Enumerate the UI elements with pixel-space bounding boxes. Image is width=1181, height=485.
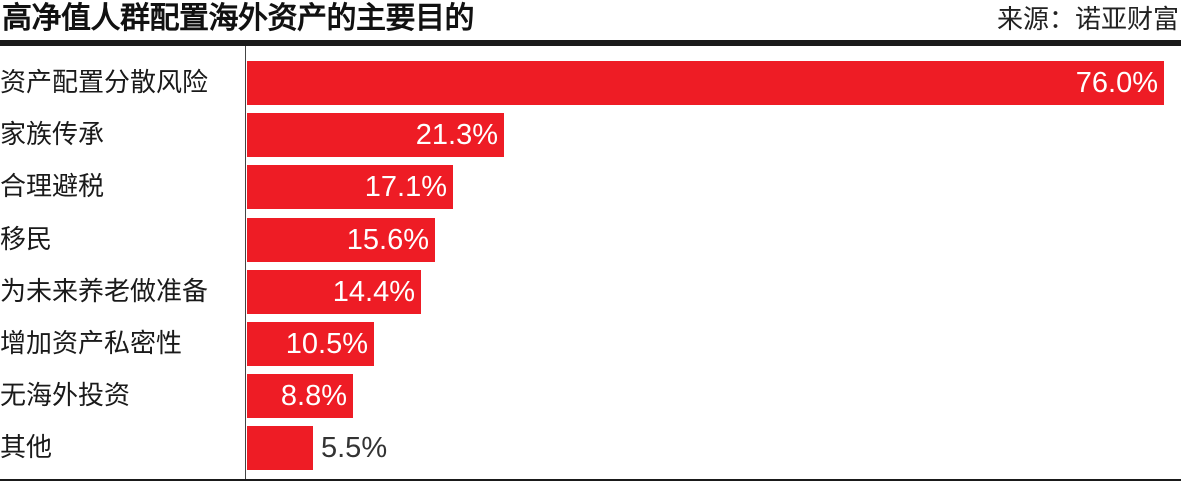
value-label: 15.6% bbox=[346, 223, 429, 256]
value-label: 5.5% bbox=[321, 432, 388, 465]
value-label: 10.5% bbox=[285, 328, 368, 360]
category-axis-line bbox=[245, 46, 246, 479]
value-label: 8.8% bbox=[280, 380, 347, 413]
chart-source: 来源：诺亚财富 bbox=[996, 5, 1179, 35]
value-label: 14.4% bbox=[332, 275, 415, 308]
category-label: 增加资产私密性 bbox=[0, 329, 183, 359]
chart-header: 高净值人群配置海外资产的主要目的 来源：诺亚财富 bbox=[0, 0, 1181, 40]
bar bbox=[247, 165, 453, 210]
chart-title: 高净值人群配置海外资产的主要目的 bbox=[2, 1, 475, 36]
value-label: 21.3% bbox=[415, 119, 498, 152]
category-label: 移民 bbox=[0, 224, 53, 255]
category-label: 无海外投资 bbox=[0, 381, 131, 412]
value-label: 17.1% bbox=[364, 171, 447, 204]
bar bbox=[247, 113, 504, 158]
category-label: 家族传承 bbox=[0, 120, 105, 151]
bar bbox=[247, 217, 435, 262]
bar bbox=[247, 322, 374, 366]
bar bbox=[247, 426, 313, 471]
bottom-rule bbox=[0, 479, 1181, 481]
bar bbox=[247, 374, 353, 419]
top-rule bbox=[0, 40, 1181, 46]
bar bbox=[247, 269, 421, 314]
category-label: 为未来养老做准备 bbox=[0, 276, 209, 307]
category-label: 合理避税 bbox=[0, 172, 105, 203]
category-label: 其他 bbox=[0, 433, 53, 464]
bar bbox=[247, 61, 1164, 105]
category-label: 资产配置分散风险 bbox=[0, 68, 209, 98]
value-label: 76.0% bbox=[1075, 67, 1158, 99]
